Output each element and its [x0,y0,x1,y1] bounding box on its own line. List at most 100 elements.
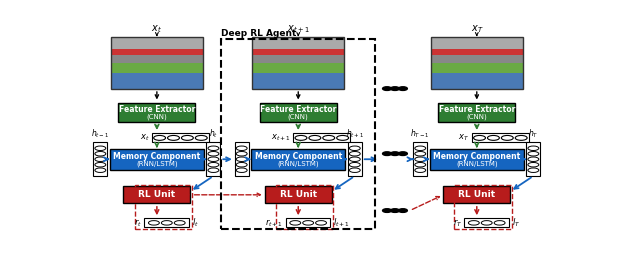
Circle shape [528,152,539,156]
Bar [348,143,362,176]
Bar [431,37,523,89]
Bar [93,143,108,176]
Text: RL Unit: RL Unit [138,190,175,199]
Text: RL Unit: RL Unit [458,190,495,199]
Bar [431,37,523,89]
Circle shape [399,152,408,155]
Circle shape [208,162,219,167]
Circle shape [236,152,247,156]
Circle shape [390,152,399,155]
Bar [465,219,509,227]
Bar [293,133,350,143]
Text: $h_t$: $h_t$ [209,128,218,140]
Bar [265,186,332,204]
Text: Memory Component: Memory Component [433,152,520,161]
Bar [252,37,344,49]
Bar [124,186,190,204]
Text: (RNN/LSTM): (RNN/LSTM) [136,161,178,167]
Circle shape [468,221,479,225]
Text: $l_t$: $l_t$ [191,217,198,229]
Text: $h_T$: $h_T$ [528,128,539,140]
Circle shape [349,146,360,150]
Circle shape [349,162,360,167]
Bar [429,149,524,170]
Circle shape [415,146,426,150]
Text: Memory Component: Memory Component [255,152,342,161]
Circle shape [383,209,392,213]
Circle shape [390,87,399,91]
Text: Feature Extractor: Feature Extractor [118,105,195,114]
Text: (RNN/LSTM): (RNN/LSTM) [277,161,319,167]
Circle shape [309,135,321,140]
Bar [145,219,189,227]
Circle shape [295,135,307,140]
Circle shape [474,135,486,140]
Bar [134,185,191,229]
Circle shape [148,221,159,225]
Text: $x_{T}$: $x_{T}$ [470,23,483,35]
Text: (CNN): (CNN) [467,114,487,120]
Circle shape [349,152,360,156]
Text: (RNN/LSTM): (RNN/LSTM) [456,161,498,167]
Bar [111,37,203,49]
Bar [235,143,248,176]
Circle shape [168,135,179,140]
Bar [111,63,203,73]
Bar [111,49,203,55]
Circle shape [515,135,527,140]
Circle shape [316,221,326,225]
Bar [252,37,344,89]
Text: $l_{t+1}$: $l_{t+1}$ [333,217,350,229]
Text: $h_{T-1}$: $h_{T-1}$ [410,128,430,140]
Circle shape [390,209,399,213]
Text: $r_t$: $r_t$ [134,217,142,229]
Circle shape [488,135,499,140]
Bar [431,49,523,55]
Bar [152,133,209,143]
Circle shape [528,168,539,172]
Bar [252,55,344,63]
Bar [251,149,346,170]
Bar [431,55,523,63]
Circle shape [303,221,314,225]
Bar [252,63,344,73]
Text: $h_{t-1}$: $h_{t-1}$ [91,128,109,140]
Circle shape [208,146,219,150]
Bar [111,37,203,89]
Circle shape [208,157,219,162]
Bar [438,103,515,122]
Circle shape [95,146,106,150]
Circle shape [383,152,392,155]
Circle shape [383,87,392,91]
Circle shape [161,221,172,225]
Text: $l_T$: $l_T$ [511,217,520,229]
Text: $x_{t+1}$: $x_{t+1}$ [271,133,291,143]
Text: $x_{t}$: $x_{t}$ [140,133,150,143]
Bar [444,186,510,204]
Circle shape [399,87,408,91]
Bar [252,49,344,55]
Bar [276,185,333,229]
Circle shape [195,135,207,140]
Text: $x_{t+1}$: $x_{t+1}$ [287,23,310,35]
Bar [431,37,523,49]
Circle shape [528,146,539,150]
Text: $r_{t+1}$: $r_{t+1}$ [266,217,284,229]
Circle shape [349,168,360,172]
Circle shape [528,157,539,162]
Circle shape [208,152,219,156]
Bar [221,39,375,229]
Circle shape [399,209,408,213]
Circle shape [95,157,106,162]
Text: (CNN): (CNN) [147,114,167,120]
Circle shape [501,135,513,140]
Bar [111,37,203,89]
Circle shape [415,162,426,167]
Bar [431,63,523,73]
Text: (CNN): (CNN) [288,114,308,120]
Text: $x_{t}$: $x_{t}$ [152,23,163,35]
Circle shape [349,157,360,162]
Circle shape [323,135,335,140]
Text: Memory Component: Memory Component [113,152,200,161]
Circle shape [95,168,106,172]
